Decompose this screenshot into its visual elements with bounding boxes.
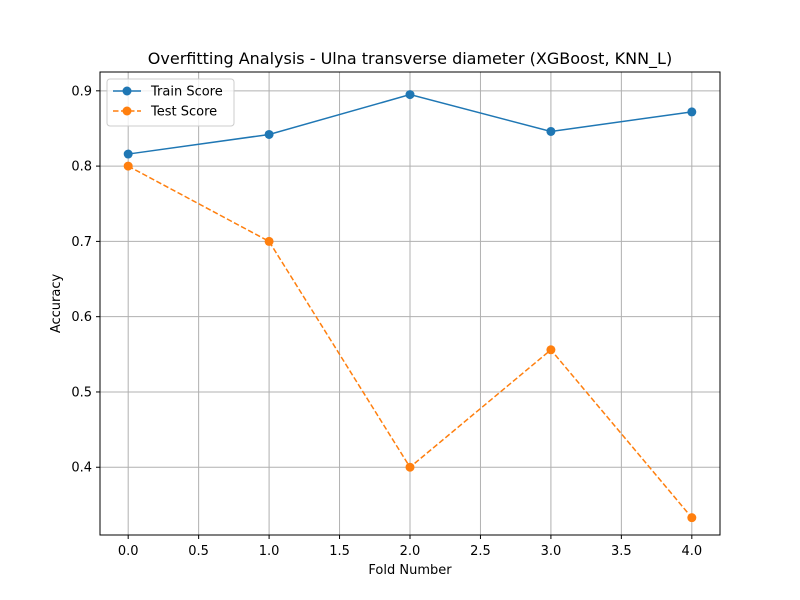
y-axis-label: Accuracy	[49, 274, 64, 334]
data-point	[405, 90, 415, 100]
legend-label: Train Score	[150, 85, 223, 100]
y-tick-label: 0.5	[71, 385, 92, 400]
data-point	[546, 126, 556, 136]
y-tick-label: 0.9	[71, 84, 92, 99]
x-tick-label: 4.0	[681, 544, 702, 559]
data-point	[405, 462, 415, 472]
legend-marker	[122, 86, 132, 96]
series-1	[123, 90, 697, 159]
data-point	[687, 513, 697, 523]
x-tick-label: 1.5	[329, 544, 350, 559]
data-point	[546, 345, 556, 355]
legend-item: Test Score	[113, 105, 217, 120]
x-axis: 0.0 0.5 1.0 1.5 2.0 2.5 3.0 3.5 4.0	[118, 535, 702, 559]
legend: Train Score Test Score	[106, 78, 235, 127]
legend-item: Train Score	[113, 85, 223, 100]
data-point	[264, 236, 274, 246]
chart-title: Overfitting Analysis - Ulna transverse d…	[148, 49, 672, 69]
y-tick-label: 0.7	[71, 235, 92, 250]
x-tick-label: 2.5	[470, 544, 491, 559]
x-tick-label: 0.0	[118, 544, 139, 559]
y-tick-label: 0.6	[71, 310, 92, 325]
data-point	[123, 149, 133, 159]
x-tick-label: 3.0	[541, 544, 562, 559]
series-2	[123, 161, 697, 523]
y-tick-label: 0.4	[71, 461, 92, 476]
x-tick-label: 1.0	[259, 544, 280, 559]
y-axis: 0.4 0.5 0.6 0.7 0.8 0.9	[71, 84, 100, 476]
data-point	[264, 129, 274, 139]
grid	[100, 72, 720, 535]
data-point	[123, 161, 133, 171]
series-layer	[123, 90, 697, 523]
x-tick-label: 0.5	[188, 544, 209, 559]
x-tick-label: 2.0	[400, 544, 421, 559]
x-axis-label: Fold Number	[368, 563, 452, 578]
data-point	[687, 107, 697, 117]
y-tick-label: 0.8	[71, 160, 92, 175]
legend-marker	[122, 106, 132, 116]
legend-label: Test Score	[150, 105, 217, 120]
x-tick-label: 3.5	[611, 544, 632, 559]
